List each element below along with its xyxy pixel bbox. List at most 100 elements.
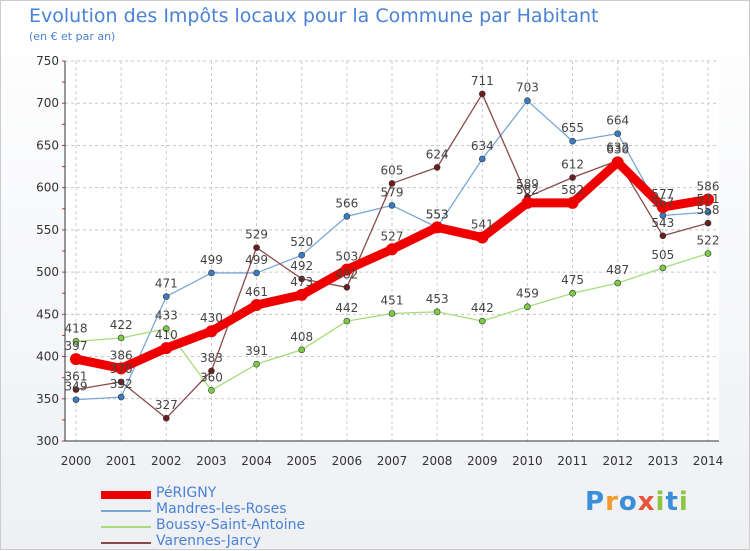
y-tick-label: 350 bbox=[36, 392, 59, 406]
y-tick-label: 400 bbox=[36, 350, 59, 364]
x-tick-label: 2006 bbox=[332, 454, 363, 468]
data-label-p-rigny: 582 bbox=[561, 183, 584, 197]
y-tick-label: 750 bbox=[36, 54, 59, 68]
logo-letter: P bbox=[585, 487, 606, 517]
logo-letter: i bbox=[678, 487, 689, 517]
data-label-varennes-jarcy: 624 bbox=[426, 147, 449, 161]
x-tick-label: 2014 bbox=[693, 454, 724, 468]
logo-letter: t bbox=[665, 487, 679, 517]
data-point-boussy-saint-antoine bbox=[433, 308, 441, 316]
data-point-varennes-jarcy bbox=[162, 414, 170, 422]
data-label-varennes-jarcy: 482 bbox=[335, 267, 358, 281]
data-point-varennes-jarcy bbox=[343, 284, 351, 291]
data-point-varennes-jarcy bbox=[208, 367, 215, 375]
data-point-mandres-les-roses bbox=[704, 208, 712, 216]
data-label-mandres-les-roses: 655 bbox=[561, 121, 584, 135]
data-point-boussy-saint-antoine bbox=[298, 346, 306, 354]
data-point-p-rigny bbox=[115, 362, 128, 375]
x-tick-label: 2008 bbox=[422, 454, 453, 468]
data-point-boussy-saint-antoine bbox=[704, 250, 712, 257]
data-point-mandres-les-roses bbox=[478, 155, 486, 163]
data-label-p-rigny: 541 bbox=[471, 217, 494, 231]
data-point-varennes-jarcy bbox=[659, 232, 667, 240]
y-tick-label: 300 bbox=[36, 434, 59, 448]
data-label-varennes-jarcy: 632 bbox=[606, 141, 629, 155]
data-label-boussy-saint-antoine: 391 bbox=[245, 344, 268, 358]
data-point-mandres-les-roses bbox=[298, 251, 306, 259]
data-point-p-rigny bbox=[70, 353, 82, 366]
data-point-varennes-jarcy bbox=[388, 180, 396, 187]
chart-title: Evolution des Impôts locaux pour la Comm… bbox=[29, 5, 599, 27]
data-label-mandres-les-roses: 579 bbox=[381, 185, 404, 199]
data-label-p-rigny: 582 bbox=[516, 183, 539, 197]
data-label-p-rigny: 461 bbox=[245, 285, 268, 299]
data-label-p-rigny: 473 bbox=[290, 275, 313, 289]
proxiti-logo: Proxiti bbox=[585, 487, 689, 517]
data-label-varennes-jarcy: 492 bbox=[290, 259, 313, 273]
y-tick-label: 450 bbox=[36, 307, 59, 321]
data-point-boussy-saint-antoine bbox=[117, 334, 125, 342]
data-point-p-rigny bbox=[476, 231, 489, 244]
data-point-p-rigny bbox=[611, 156, 624, 169]
data-label-varennes-jarcy: 529 bbox=[245, 228, 268, 242]
legend-swatch-mandres bbox=[101, 510, 151, 512]
data-point-varennes-jarcy bbox=[72, 386, 80, 393]
data-label-p-rigny: 527 bbox=[381, 229, 404, 243]
data-point-p-rigny bbox=[431, 221, 444, 234]
data-point-boussy-saint-antoine bbox=[208, 387, 215, 394]
x-tick-label: 2013 bbox=[648, 454, 679, 468]
data-label-mandres-les-roses: 499 bbox=[200, 253, 223, 267]
data-label-mandres-les-roses: 553 bbox=[426, 207, 449, 221]
data-point-varennes-jarcy bbox=[433, 164, 441, 171]
y-tick-label: 600 bbox=[36, 181, 59, 195]
data-point-boussy-saint-antoine bbox=[478, 317, 486, 325]
data-label-varennes-jarcy: 383 bbox=[200, 351, 223, 365]
data-point-varennes-jarcy bbox=[704, 219, 712, 227]
data-label-boussy-saint-antoine: 487 bbox=[606, 263, 629, 277]
logo-letter: i bbox=[655, 487, 666, 517]
data-point-boussy-saint-antoine bbox=[72, 338, 80, 345]
data-label-boussy-saint-antoine: 408 bbox=[290, 330, 313, 344]
data-point-mandres-les-roses bbox=[388, 202, 396, 209]
y-tick-label: 500 bbox=[36, 265, 59, 279]
data-point-boussy-saint-antoine bbox=[569, 289, 576, 297]
data-label-boussy-saint-antoine: 505 bbox=[651, 248, 674, 262]
data-point-mandres-les-roses bbox=[162, 293, 170, 300]
data-point-p-rigny bbox=[702, 193, 714, 206]
legend-swatch-boussy bbox=[101, 526, 151, 528]
data-point-mandres-les-roses bbox=[569, 137, 576, 145]
x-tick-label: 2001 bbox=[106, 454, 137, 468]
data-label-p-rigny: 577 bbox=[651, 187, 674, 201]
data-point-p-rigny bbox=[205, 325, 218, 338]
y-tick-label: 650 bbox=[36, 138, 59, 152]
data-label-boussy-saint-antoine: 475 bbox=[561, 273, 584, 287]
data-point-p-rigny bbox=[295, 288, 308, 301]
data-label-varennes-jarcy: 612 bbox=[561, 158, 584, 172]
data-label-mandres-les-roses: 703 bbox=[516, 81, 539, 95]
data-label-p-rigny: 386 bbox=[110, 348, 133, 362]
data-point-p-rigny bbox=[566, 196, 579, 209]
data-point-boussy-saint-antoine bbox=[614, 279, 622, 287]
data-label-varennes-jarcy: 370 bbox=[110, 362, 133, 376]
data-point-p-rigny bbox=[160, 342, 173, 355]
data-point-boussy-saint-antoine bbox=[388, 310, 396, 317]
x-tick-label: 2004 bbox=[241, 454, 272, 468]
data-label-varennes-jarcy: 543 bbox=[651, 216, 674, 230]
data-point-varennes-jarcy bbox=[298, 275, 306, 283]
data-label-p-rigny: 586 bbox=[697, 179, 720, 193]
logo-letter: o bbox=[618, 487, 638, 517]
chart-subtitle: (en € et par an) bbox=[29, 30, 116, 43]
x-tick-label: 2010 bbox=[512, 454, 543, 468]
data-label-boussy-saint-antoine: 433 bbox=[155, 309, 178, 323]
logo-letter: r bbox=[605, 487, 619, 517]
legend-label-mandres: Mandres-les-Roses bbox=[156, 501, 287, 517]
data-point-p-rigny bbox=[521, 196, 534, 209]
data-point-mandres-les-roses bbox=[253, 269, 260, 277]
data-label-boussy-saint-antoine: 418 bbox=[65, 321, 88, 335]
data-point-boussy-saint-antoine bbox=[343, 317, 351, 325]
data-label-varennes-jarcy: 589 bbox=[516, 177, 539, 191]
data-point-varennes-jarcy bbox=[569, 174, 576, 181]
legend-label-varennes: Varennes-Jarcy bbox=[156, 533, 261, 549]
data-label-mandres-les-roses: 634 bbox=[471, 139, 494, 153]
